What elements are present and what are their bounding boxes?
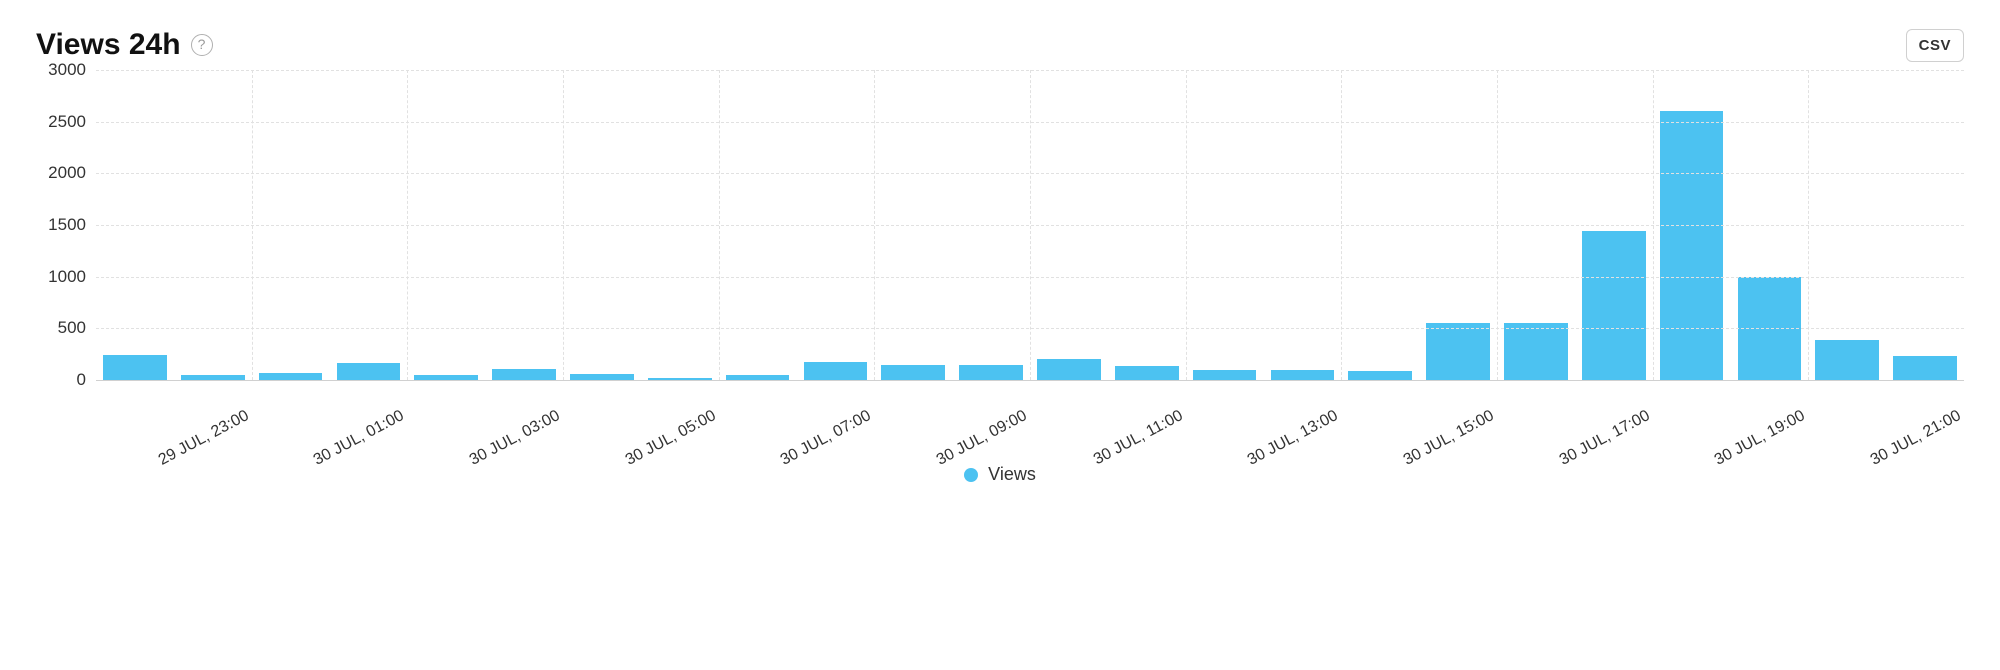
y-tick-label: 1500 — [48, 215, 86, 235]
gridline-vertical — [1341, 70, 1342, 380]
help-icon[interactable]: ? — [191, 34, 213, 56]
bar[interactable] — [1193, 370, 1257, 380]
y-tick-label: 1000 — [48, 267, 86, 287]
bar[interactable] — [1582, 231, 1646, 380]
legend: Views — [36, 464, 1964, 485]
x-tick-label: 30 JUL, 13:00 — [1245, 407, 1341, 470]
bar[interactable] — [1660, 111, 1724, 380]
bar[interactable] — [804, 362, 868, 380]
x-tick-label: 30 JUL, 17:00 — [1556, 407, 1652, 470]
gridline-vertical — [407, 70, 408, 380]
bar[interactable] — [1426, 323, 1490, 380]
y-tick-label: 3000 — [48, 60, 86, 80]
panel-title: Views 24h — [36, 28, 181, 62]
legend-marker — [964, 468, 978, 482]
bar[interactable] — [103, 355, 167, 380]
plot-area — [96, 70, 1964, 380]
y-axis: 050010001500200025003000 — [36, 70, 96, 380]
bar[interactable] — [959, 365, 1023, 381]
panel-header: Views 24h ? CSV — [36, 28, 1964, 62]
x-tick-label: 30 JUL, 11:00 — [1091, 407, 1186, 469]
bar[interactable] — [337, 363, 401, 380]
gridline-vertical — [1808, 70, 1809, 380]
gridline-vertical — [1497, 70, 1498, 380]
gridline-vertical — [563, 70, 564, 380]
bar[interactable] — [1115, 366, 1179, 380]
x-tick-label: 30 JUL, 21:00 — [1868, 407, 1964, 470]
x-tick-label: 30 JUL, 19:00 — [1712, 407, 1808, 470]
x-tick-label: 30 JUL, 03:00 — [467, 407, 563, 470]
x-tick-label: 29 JUL, 23:00 — [155, 407, 251, 470]
gridline-vertical — [252, 70, 253, 380]
y-tick-label: 0 — [77, 370, 86, 390]
title-group: Views 24h ? — [36, 28, 213, 62]
bar[interactable] — [1815, 340, 1879, 380]
x-axis-baseline — [96, 380, 1964, 381]
x-axis-labels: 29 JUL, 23:0030 JUL, 01:0030 JUL, 03:003… — [96, 386, 1964, 456]
gridline-vertical — [719, 70, 720, 380]
bar[interactable] — [1893, 356, 1957, 380]
x-tick-label: 30 JUL, 15:00 — [1401, 407, 1497, 470]
x-tick-label: 30 JUL, 07:00 — [778, 407, 874, 470]
export-csv-button[interactable]: CSV — [1906, 29, 1964, 62]
bar[interactable] — [492, 369, 556, 380]
bar[interactable] — [1271, 370, 1335, 380]
y-tick-label: 500 — [58, 318, 86, 338]
bar[interactable] — [1348, 371, 1412, 380]
gridline-vertical — [1186, 70, 1187, 380]
bar[interactable] — [881, 365, 945, 381]
y-tick-label: 2500 — [48, 112, 86, 132]
x-tick-label: 30 JUL, 09:00 — [934, 407, 1030, 470]
x-tick-label: 30 JUL, 05:00 — [622, 407, 718, 470]
bar[interactable] — [1037, 359, 1101, 380]
y-tick-label: 2000 — [48, 163, 86, 183]
legend-label: Views — [988, 464, 1036, 485]
views-24h-panel: Views 24h ? CSV 0 500 1000 1500 2000 2500 3000… — [0, 0, 2000, 670]
bar[interactable] — [259, 373, 323, 380]
gridline-vertical — [1653, 70, 1654, 380]
gridline-vertical — [1030, 70, 1031, 380]
bar[interactable] — [1504, 323, 1568, 380]
bar-chart: 050010001500200025003000 — [36, 70, 1964, 380]
gridline-vertical — [874, 70, 875, 380]
x-tick-label: 30 JUL, 01:00 — [311, 407, 407, 470]
